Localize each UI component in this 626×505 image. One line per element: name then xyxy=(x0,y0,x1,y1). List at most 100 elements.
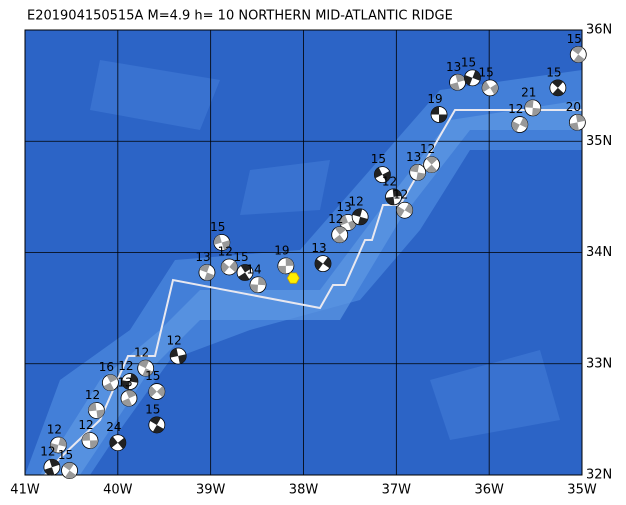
focal-mechanism xyxy=(314,255,332,273)
ball-quadrant xyxy=(482,81,491,93)
ball-quadrant xyxy=(142,368,153,377)
ball-quadrant xyxy=(221,240,230,251)
depth-label: 15 xyxy=(567,32,582,46)
focal-mechanism xyxy=(569,46,587,63)
depth-label: 12 xyxy=(85,388,100,402)
focal-mechanism xyxy=(120,389,138,407)
ball-quadrant xyxy=(571,46,584,55)
ball-quadrant xyxy=(409,164,420,173)
ball-quadrant xyxy=(125,390,137,399)
ball-quadrant xyxy=(240,264,252,273)
ball-quadrant xyxy=(385,196,395,205)
ball-quadrant xyxy=(352,208,363,217)
ball-quadrant xyxy=(221,261,230,273)
ball-quadrant xyxy=(121,398,133,407)
ball-quadrant xyxy=(129,373,138,383)
ball-quadrant xyxy=(404,203,413,215)
ball-quadrant xyxy=(322,257,331,269)
focal-mechanism xyxy=(449,73,467,91)
ball-quadrant xyxy=(58,437,67,447)
ball-quadrant xyxy=(229,260,238,273)
focal-mechanism xyxy=(277,257,295,275)
ball-quadrant xyxy=(258,276,267,286)
ball-quadrant xyxy=(81,432,90,441)
lat-label: 33N xyxy=(586,356,612,371)
depth-label: 15 xyxy=(371,152,386,166)
focal-mechanism xyxy=(568,113,586,131)
focal-mechanism xyxy=(148,416,166,434)
ball-quadrant xyxy=(121,380,130,390)
ball-quadrant xyxy=(49,459,60,468)
ball-quadrant xyxy=(455,74,466,83)
ball-quadrant xyxy=(396,206,405,218)
focal-mechanism xyxy=(374,166,391,184)
ball-quadrant xyxy=(156,386,165,398)
ball-quadrant xyxy=(524,99,534,108)
depth-label: 12 xyxy=(218,244,233,258)
ball-quadrant xyxy=(416,172,426,181)
ball-quadrant xyxy=(382,171,391,182)
focal-mechanism xyxy=(102,374,119,392)
depth-label: 12 xyxy=(118,359,133,373)
focal-mechanism xyxy=(236,264,254,281)
ball-quadrant xyxy=(425,164,438,173)
depth-label: 12 xyxy=(393,188,408,202)
depth-label: 12 xyxy=(134,346,149,360)
map-frame xyxy=(24,29,583,476)
ball-quadrant xyxy=(519,117,528,129)
lon-label: 41W xyxy=(10,483,40,498)
depth-label: 15 xyxy=(58,448,73,462)
ball-quadrant xyxy=(63,462,75,471)
depth-label: 12 xyxy=(508,102,523,116)
depth-label: 20 xyxy=(566,100,581,114)
ball-quadrant xyxy=(96,409,105,419)
ball-quadrant xyxy=(472,70,481,81)
focal-mechanism xyxy=(249,276,267,294)
ball-quadrant xyxy=(106,374,118,383)
focal-mechanism xyxy=(430,106,448,123)
ball-quadrant xyxy=(339,215,349,226)
ball-quadrant xyxy=(149,416,161,425)
focal-mechanism xyxy=(351,208,369,226)
ball-quadrant xyxy=(334,226,346,235)
ball-quadrant xyxy=(511,121,520,132)
focal-mechanism xyxy=(423,156,441,174)
depth-label: 16 xyxy=(99,360,114,374)
depth-label: 12 xyxy=(167,333,182,347)
ball-quadrant xyxy=(449,82,460,91)
ball-quadrant xyxy=(152,424,164,433)
lon-label: 38W xyxy=(289,483,319,498)
ball-quadrant xyxy=(426,156,438,165)
depth-label: 13 xyxy=(406,150,421,164)
depth-label: 19 xyxy=(274,243,289,257)
lat-label: 36N xyxy=(586,23,612,38)
depth-label: 13 xyxy=(117,376,132,390)
ball-quadrant xyxy=(374,167,383,179)
main-event xyxy=(286,272,300,284)
depth-label: 24 xyxy=(106,420,121,434)
ball-quadrant xyxy=(238,272,250,281)
focal-mechanism xyxy=(220,258,238,276)
ball-quadrant xyxy=(551,79,564,88)
depth-label: 13 xyxy=(446,60,461,74)
ball-quadrant xyxy=(109,436,118,448)
focal-mechanism xyxy=(43,458,61,476)
focal-mechanism xyxy=(121,373,139,390)
ball-quadrant xyxy=(532,107,541,116)
ball-quadrant xyxy=(213,234,222,245)
ball-quadrant xyxy=(170,348,179,358)
lon-label: 35W xyxy=(567,483,597,498)
depth-label: 15 xyxy=(461,55,476,69)
lon-label: 36W xyxy=(474,483,504,498)
depth-label: 12 xyxy=(420,142,435,156)
ball-quadrant xyxy=(333,234,345,243)
depth-label: 15 xyxy=(478,65,493,79)
map-title: E201904150515A M=4.9 h= 10 NORTHERN MID-… xyxy=(27,9,453,24)
ball-quadrant xyxy=(138,360,150,369)
lon-label: 37W xyxy=(382,483,412,498)
lat-label: 32N xyxy=(586,468,612,483)
depth-label: 15 xyxy=(233,250,248,264)
focal-mechanism xyxy=(385,188,402,206)
focal-mechanism xyxy=(169,347,187,365)
